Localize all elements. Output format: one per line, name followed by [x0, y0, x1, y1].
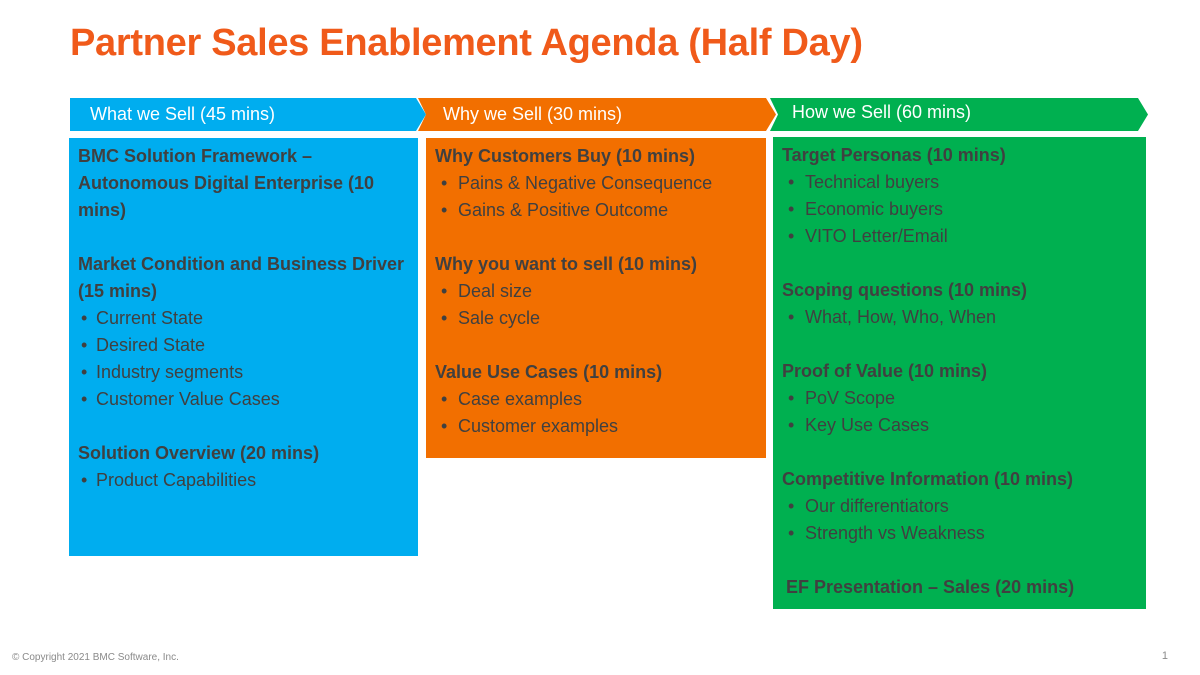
section-title: BMC Solution Framework – Autonomous Digi… [78, 146, 375, 220]
page-number: 1 [1161, 650, 1168, 662]
list-item: Our differentiators [782, 493, 1138, 520]
section-title: Why Customers Buy (10 mins) [435, 146, 696, 166]
list-item: Industry segments [78, 359, 410, 386]
list-item: Gains & Positive Outcome [435, 197, 758, 224]
chevron-how-we-sell: How we Sell (60 mins) [770, 98, 1148, 131]
section-title: Competitive Information (10 mins) [782, 469, 1074, 489]
list-item: PoV Scope [782, 385, 1138, 412]
list-item: Current State [78, 305, 410, 332]
list-item: Desired State [78, 332, 410, 359]
chevron-what-we-sell: What we Sell (45 mins) [70, 98, 426, 131]
list-item: What, How, Who, When [782, 304, 1138, 331]
section-title: Scoping questions (10 mins) [782, 280, 1028, 300]
list-item: Deal size [435, 278, 758, 305]
list-item: Product Capabilities [78, 467, 410, 494]
why-we-sell-panel: Why Customers Buy (10 mins) Pains & Nega… [426, 138, 766, 458]
section-title: Market Condition and Business Driver (15… [78, 254, 405, 301]
what-we-sell-panel: BMC Solution Framework – Autonomous Digi… [69, 138, 418, 556]
section-title: Solution Overview (20 mins) [78, 443, 320, 463]
copyright-footer: © Copyright 2021 BMC Software, Inc. [12, 652, 179, 663]
list-item: VITO Letter/Email [782, 223, 1138, 250]
section-title: Target Personas (10 mins) [782, 145, 1006, 165]
list-item: Case examples [435, 386, 758, 413]
section-title: Why you want to sell (10 mins) [435, 254, 698, 274]
list-item: Economic buyers [782, 196, 1138, 223]
list-item: Strength vs Weakness [782, 520, 1138, 547]
list-item: Customer examples [435, 413, 758, 440]
chevron-why-we-sell: Why we Sell (30 mins) [418, 98, 776, 131]
list-item: Key Use Cases [782, 412, 1138, 439]
list-item: Sale cycle [435, 305, 758, 332]
section-title: Proof of Value (10 mins) [782, 361, 988, 381]
list-item: Technical buyers [782, 169, 1138, 196]
page-title: Partner Sales Enablement Agenda (Half Da… [70, 22, 863, 64]
list-item: Pains & Negative Consequence [435, 170, 758, 197]
list-item: Customer Value Cases [78, 386, 410, 413]
final-agenda-item: EF Presentation – Sales (20 mins) [786, 577, 1075, 597]
how-we-sell-panel: Target Personas (10 mins) Technical buye… [773, 137, 1146, 609]
section-title: Value Use Cases (10 mins) [435, 362, 663, 382]
